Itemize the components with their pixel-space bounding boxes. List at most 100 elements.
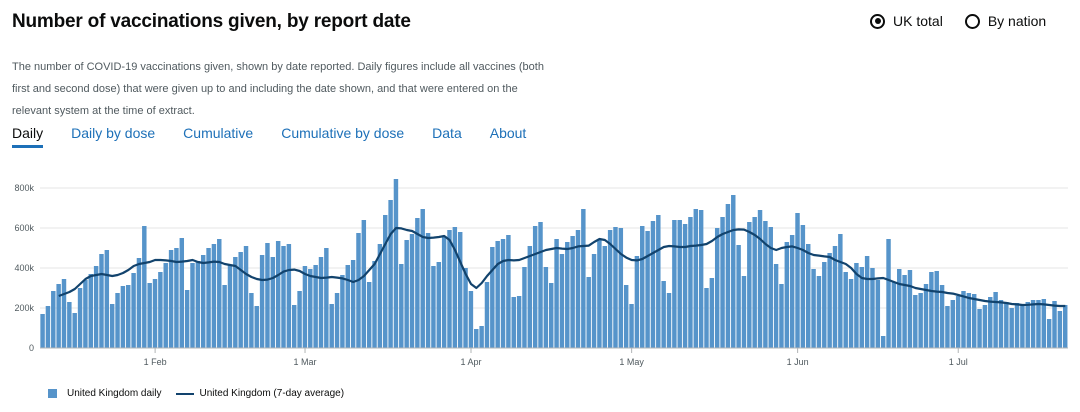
bar: [243, 246, 249, 348]
chart-legend: United Kingdom daily United Kingdom (7-d…: [48, 388, 358, 399]
y-tick-label: 800k: [14, 183, 34, 193]
bar: [297, 291, 302, 348]
bar: [902, 275, 907, 348]
x-tick-label: 1 Mar: [294, 357, 317, 367]
radio-by-nation[interactable]: By nation: [964, 13, 1047, 29]
radio-selected-icon[interactable]: [870, 13, 885, 29]
bar: [527, 246, 533, 348]
radio-uk-total[interactable]: UK total: [870, 13, 943, 29]
bar: [880, 336, 886, 348]
legend-line-swatch-icon: [175, 392, 194, 395]
bar: [420, 209, 425, 348]
bar: [447, 230, 452, 348]
bar: [747, 222, 752, 348]
bar: [334, 293, 340, 348]
bar: [468, 291, 474, 348]
bar: [538, 222, 543, 348]
bar: [736, 245, 741, 348]
bar: [870, 268, 875, 348]
bar: [206, 248, 211, 348]
vaccinations-chart: 0 200k 400k 600k 800k 1 Feb 1 Mar 1 Apr 1 May 1 J…: [14, 179, 1068, 367]
bar: [939, 285, 945, 348]
bar: [40, 314, 45, 348]
radio-label-by-nation: By nation: [987, 13, 1047, 29]
bar: [988, 297, 993, 348]
bar: [431, 266, 436, 348]
bar: [308, 269, 313, 348]
bar: [827, 253, 832, 348]
radio-unselected-icon[interactable]: [964, 13, 980, 29]
bar: [281, 246, 286, 348]
x-tick-label: 1 Feb: [144, 357, 167, 367]
bar: [88, 274, 93, 348]
tab-daily-by-dose[interactable]: Daily by dose: [71, 125, 156, 141]
tab-about[interactable]: About: [489, 125, 527, 141]
bar: [613, 227, 618, 348]
bar: [291, 305, 297, 348]
bar: [1046, 319, 1052, 348]
bar: [640, 226, 645, 348]
tab-cumulative[interactable]: Cumulative: [183, 125, 254, 141]
bar: [227, 265, 233, 348]
bar: [1062, 305, 1068, 348]
bar: [918, 293, 923, 348]
bar: [77, 288, 83, 348]
y-tick-label: 400k: [14, 263, 34, 273]
bar: [233, 257, 238, 348]
legend-item-daily[interactable]: United Kingdom daily: [48, 388, 162, 399]
bar: [977, 309, 982, 348]
bar: [650, 221, 656, 348]
bar: [1009, 308, 1014, 348]
bar: [222, 285, 227, 348]
bar: [377, 244, 383, 348]
bar: [789, 235, 795, 348]
bar: [275, 241, 281, 348]
legend-item-average[interactable]: United Kingdom (7-day average): [175, 388, 344, 399]
bar: [677, 220, 682, 348]
bar: [259, 255, 265, 348]
bar: [656, 215, 661, 348]
x-tick-label: 1 Jun: [787, 357, 809, 367]
legend-bar-swatch-icon: [48, 389, 57, 398]
bar: [934, 271, 939, 348]
tab-data[interactable]: Data: [432, 125, 462, 141]
bar: [254, 306, 259, 348]
bar: [61, 279, 67, 348]
tab-daily[interactable]: Daily: [12, 125, 44, 148]
bar: [773, 264, 779, 348]
bar: [441, 236, 447, 348]
y-tick-label: 0: [29, 343, 34, 353]
bar: [950, 300, 956, 348]
bar: [313, 265, 318, 348]
bar: [399, 264, 404, 348]
y-tick-label: 200k: [14, 303, 34, 313]
bar: [340, 275, 345, 348]
bar: [714, 228, 720, 348]
bar: [725, 204, 731, 348]
bar: [200, 255, 206, 348]
bar: [361, 220, 367, 348]
bar: [72, 313, 77, 348]
bar: [1057, 311, 1063, 348]
bar: [152, 279, 158, 348]
bar: [1041, 299, 1047, 348]
bar: [270, 257, 276, 348]
bar: [383, 215, 388, 348]
bar: [393, 179, 399, 348]
bar: [832, 246, 838, 348]
bar: [474, 329, 479, 348]
bar: [1030, 300, 1036, 348]
bar: [1020, 304, 1025, 348]
bar: [1004, 302, 1009, 348]
bar: [800, 225, 806, 348]
bar: [763, 221, 768, 348]
bar: [195, 261, 201, 348]
x-tick-label: 1 May: [619, 357, 644, 367]
bar: [457, 232, 463, 348]
average-line: [58, 226, 1066, 308]
bar: [602, 246, 607, 348]
bar: [864, 256, 870, 348]
tab-cumulative-by-dose[interactable]: Cumulative by dose: [281, 125, 405, 141]
bar: [645, 231, 650, 348]
bar: [409, 234, 415, 348]
